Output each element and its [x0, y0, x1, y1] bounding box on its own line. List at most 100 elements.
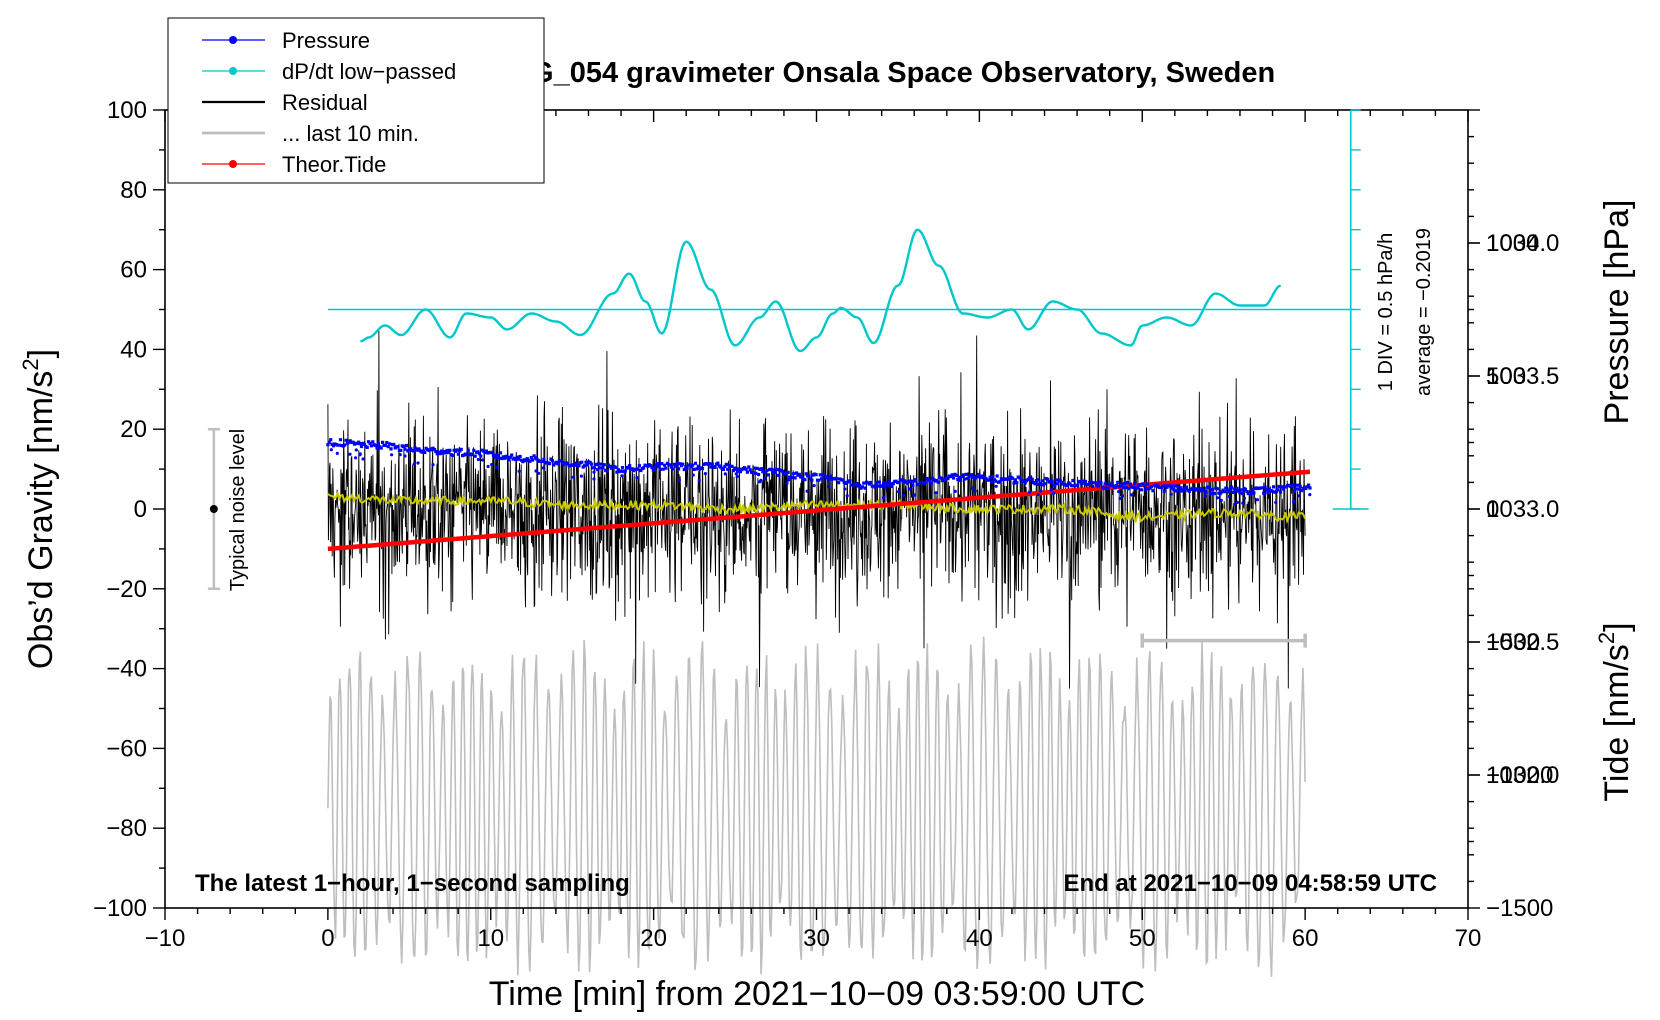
x-tick-label: 50 [1129, 925, 1156, 952]
legend-dot [229, 67, 237, 75]
pressure-outlier-point [973, 489, 977, 493]
pressure-outlier-point [970, 486, 975, 490]
pressure-outlier-point [805, 489, 809, 493]
y-left-label-sup: 2 [18, 358, 43, 370]
pressure-outlier-point [412, 462, 416, 466]
pressure-outlier-point [348, 452, 352, 456]
pressure-outlier-point [1241, 501, 1245, 505]
tide-label-end: ] [1598, 622, 1636, 631]
pressure-outlier-point [677, 478, 681, 482]
y-left-axis-label: Obs’d Gravity [nm/s2] [18, 349, 60, 669]
pressure-outlier-point [759, 478, 763, 482]
dpdt-series [327, 228, 1354, 353]
last-10-min-series [327, 636, 1306, 978]
y-left-label-end: ] [22, 349, 60, 358]
y-left-tick-label: −40 [106, 656, 147, 683]
pressure-tick-label: 1032.5 [1486, 629, 1559, 656]
x-tick-label: 40 [966, 925, 993, 952]
pressure-outlier-point [723, 472, 727, 476]
pressure-outlier-point [1169, 492, 1173, 496]
pressure-outlier-point [1242, 496, 1246, 500]
dpdt-scale-label: 1 DIV = 0.5 hPa/h [1375, 233, 1397, 391]
tide-axis-label: Tide [nm/s2] [1594, 622, 1636, 801]
pressure-outlier-point [1120, 494, 1125, 498]
pressure-outlier-point [902, 493, 906, 497]
tide-tick-label: −500 [1486, 629, 1540, 656]
pressure-outlier-point [1297, 494, 1301, 498]
pressure-outlier-point [329, 448, 333, 452]
pressure-outlier-point [697, 478, 701, 482]
pressure-outlier-point [416, 461, 420, 465]
pressure-outlier-point [882, 496, 886, 500]
legend-dot [229, 160, 237, 168]
pressure-outlier-point [845, 494, 849, 498]
tide-axis-ticks: −1500 −1000 −500 0 500 1000 [1468, 230, 1553, 922]
pressure-outlier-point [812, 484, 816, 488]
pressure-outlier-point [1227, 494, 1231, 498]
legend-label: dP/dt low−passed [282, 59, 456, 84]
pressure-outlier-point [403, 454, 407, 458]
pressure-outlier-point [398, 453, 402, 457]
pressure-outlier-point [843, 487, 847, 491]
pressure-outlier-point [490, 462, 494, 467]
legend-label: ... last 10 min. [282, 121, 419, 146]
pressure-outlier-point [1235, 500, 1239, 504]
y-left-tick-label: −100 [93, 895, 147, 922]
tide-tick-label: 500 [1486, 363, 1526, 390]
end-time-note: End at 2021−10−09 04:58:59 UTC [1063, 870, 1437, 897]
tide-tick-label: 0 [1486, 496, 1499, 523]
pressure-outlier-point [1308, 493, 1312, 497]
noise-level-label: Typical noise level [227, 429, 249, 591]
y-left-tick-label: 60 [120, 257, 147, 284]
pressure-outlier-point [517, 469, 521, 473]
pressure-outlier-point [896, 490, 901, 494]
pressure-outlier-point [763, 476, 767, 480]
pressure-outlier-point [534, 469, 538, 473]
pressure-outlier-point [735, 475, 739, 479]
residual-smoothed-series [327, 490, 1307, 525]
pressure-outlier-point [620, 474, 624, 478]
x-tick-label: 30 [803, 925, 830, 952]
pressure-outlier-point [495, 465, 499, 469]
residual-smoothed-line [327, 490, 1307, 525]
pressure-outlier-point [592, 470, 596, 474]
pressure-outlier-point [1052, 491, 1056, 495]
pressure-outlier-point [934, 491, 938, 495]
pressure-outlier-point [571, 475, 575, 479]
pressure-outlier-point [1049, 488, 1053, 492]
noise-level-indicator [207, 427, 220, 591]
pressure-outlier-point [361, 457, 365, 461]
pressure-outlier-point [537, 471, 541, 475]
pressure-outlier-point [1274, 500, 1278, 504]
pressure-axis-ticks: 1032.0 1032.5 1033.0 1033.5 1034.0 [1468, 109, 1559, 883]
y-left-tick-label: −60 [106, 735, 147, 762]
pressure-outlier-point [953, 489, 957, 493]
pressure-outlier-point [358, 453, 362, 457]
pressure-outlier-point [1203, 494, 1207, 498]
dpdt-line [360, 228, 1282, 353]
pressure-outlier-point [1039, 489, 1043, 493]
x-tick-label: 20 [640, 925, 667, 952]
x-axis-label: Time [min] from 2021−10−09 03:59:00 UTC [489, 975, 1145, 1013]
pressure-outlier-point [1027, 490, 1032, 494]
pressure-outlier-point [1036, 492, 1040, 496]
tide-label-sup: 2 [1594, 632, 1619, 644]
y-left-tick-label: 20 [120, 416, 147, 443]
x-tick-label: 60 [1292, 925, 1319, 952]
pressure-outlier-point [335, 451, 339, 455]
legend-label: Pressure [282, 28, 370, 53]
pressure-outlier-point [785, 481, 789, 485]
pressure-tick-label: 1032.0 [1486, 762, 1559, 789]
legend-label: Residual [282, 90, 368, 115]
pressure-outlier-point [908, 487, 912, 491]
pressure-outlier-point [994, 484, 998, 488]
pressure-outlier-point [541, 466, 545, 470]
legend-dot [229, 36, 237, 44]
pressure-outlier-point [486, 464, 490, 469]
pressure-outlier-point [1233, 502, 1237, 506]
pressure-outlier-point [354, 448, 358, 452]
dpdt-division-scale [1332, 109, 1369, 510]
y-left-tick-label: 100 [107, 97, 147, 124]
pressure-outlier-point [579, 474, 584, 478]
pressure-outlier-point [1215, 496, 1220, 500]
